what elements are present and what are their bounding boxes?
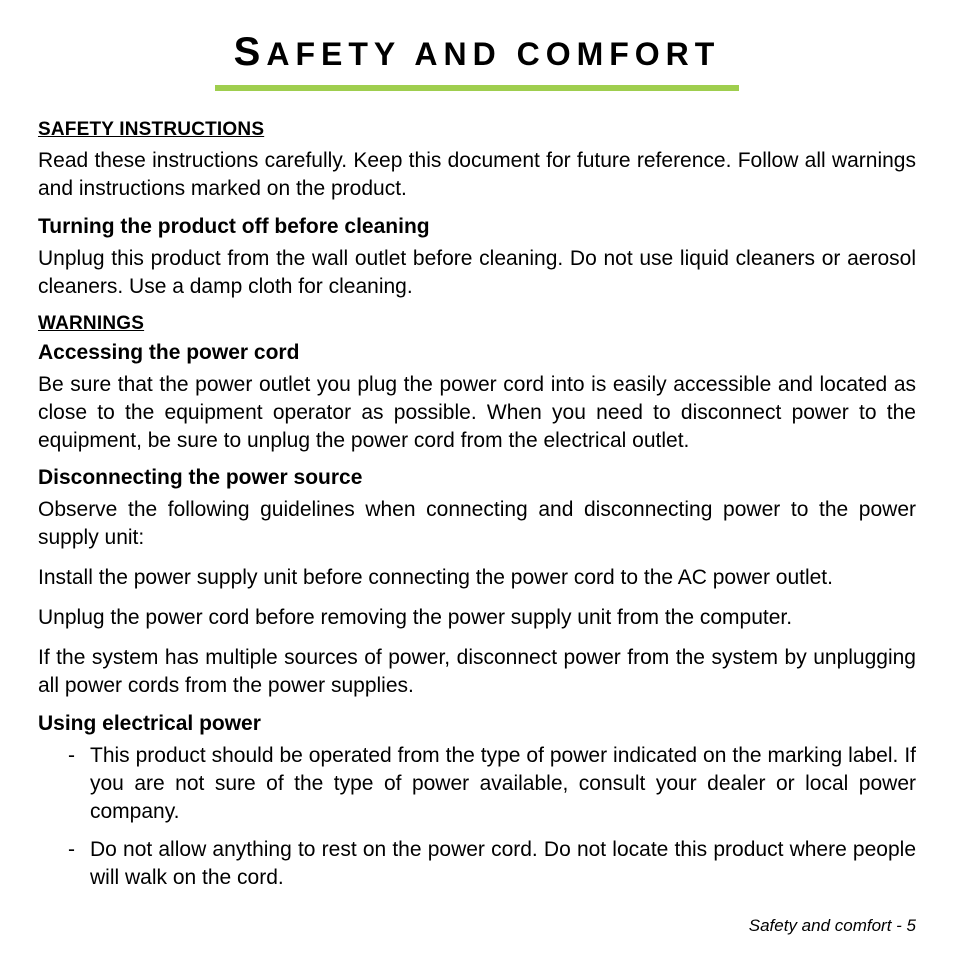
section-heading-safety-instructions: SAFETY INSTRUCTIONS: [38, 119, 916, 141]
document-page: SAFETY AND COMFORT SAFETY INSTRUCTIONS R…: [0, 0, 954, 954]
para-safety-instructions: Read these instructions carefully. Keep …: [38, 147, 916, 203]
list-item: Do not allow anything to rest on the pow…: [90, 836, 916, 892]
para-disconnecting-3: Unplug the power cord before removing th…: [38, 604, 916, 632]
subheading-power-cord: Accessing the power cord: [38, 341, 916, 365]
title-first-letter: S: [234, 30, 267, 74]
para-disconnecting-1: Observe the following guidelines when co…: [38, 496, 916, 552]
page-footer: Safety and comfort - 5: [749, 916, 916, 936]
list-item: This product should be operated from the…: [90, 742, 916, 826]
section-heading-warnings: WARNINGS: [38, 313, 916, 335]
para-disconnecting-2: Install the power supply unit before con…: [38, 564, 916, 592]
para-disconnecting-4: If the system has multiple sources of po…: [38, 644, 916, 700]
subheading-electrical-power: Using electrical power: [38, 712, 916, 736]
bullet-list-electrical: This product should be operated from the…: [38, 742, 916, 892]
subheading-disconnecting: Disconnecting the power source: [38, 466, 916, 490]
page-title: SAFETY AND COMFORT: [38, 30, 916, 75]
subheading-cleaning: Turning the product off before cleaning: [38, 215, 916, 239]
title-underline: [215, 85, 739, 91]
para-cleaning: Unplug this product from the wall outlet…: [38, 245, 916, 301]
title-rest: AFETY AND COMFORT: [266, 36, 720, 72]
para-power-cord: Be sure that the power outlet you plug t…: [38, 371, 916, 455]
